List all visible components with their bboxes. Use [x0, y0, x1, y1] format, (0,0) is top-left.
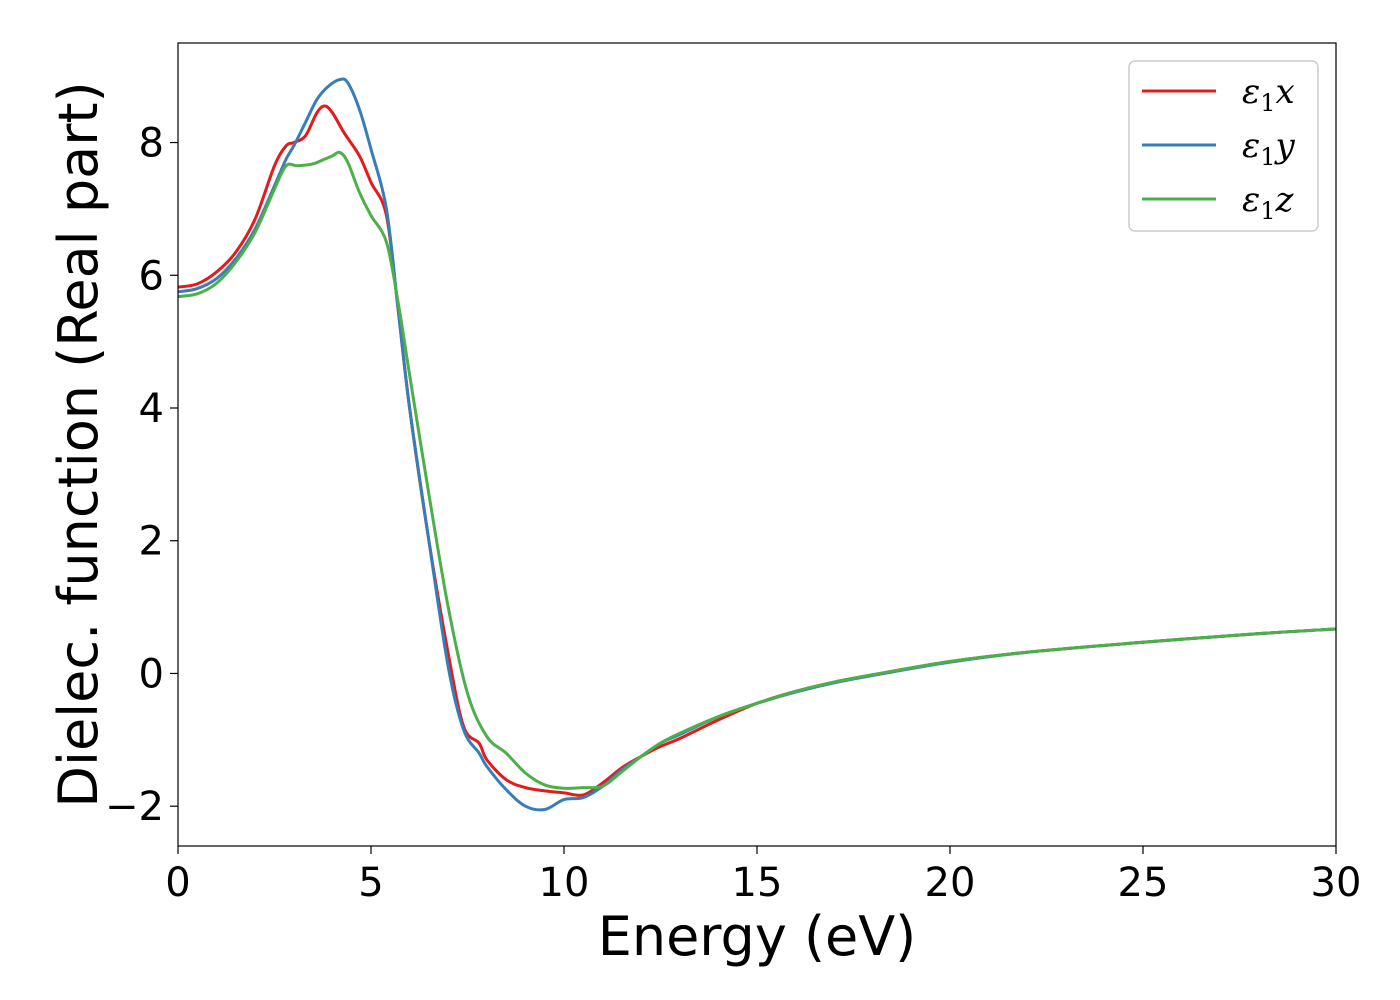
legend-symbol: ε — [1242, 72, 1260, 112]
legend-subscript: 1 — [1260, 197, 1275, 225]
x-tick-label: 25 — [1118, 860, 1169, 906]
y-tick-label: 4 — [139, 386, 164, 432]
y-tick-label: 8 — [139, 121, 164, 167]
legend-box — [1128, 60, 1319, 232]
legend-component: z — [1275, 180, 1295, 220]
series-layer — [178, 77, 1336, 812]
series-line-z — [178, 150, 1336, 790]
legend-symbol: ε — [1242, 126, 1260, 166]
x-tick-label: 5 — [358, 860, 383, 906]
x-tick-label: 30 — [1311, 860, 1362, 906]
legend-subscript: 1 — [1260, 89, 1275, 117]
x-tick-label: 10 — [539, 860, 590, 906]
legend-symbol: ε — [1242, 180, 1260, 220]
x-tick-label: 15 — [732, 860, 783, 906]
y-tick-label: 0 — [139, 651, 164, 697]
y-tick-label: 6 — [139, 253, 164, 299]
legend-entry: ε1z — [1242, 180, 1295, 225]
x-tick-label: 20 — [925, 860, 976, 906]
legend-entry: ε1x — [1242, 72, 1295, 117]
x-tick-label: 0 — [165, 860, 190, 906]
legend-entry: ε1y — [1242, 126, 1296, 171]
x-axis: 0 5 10 15 20 25 30 — [165, 846, 1361, 906]
y-axis-title: Dielec. function (Real part) — [47, 81, 110, 807]
y-tick-label: 2 — [139, 519, 164, 565]
legend-component: y — [1274, 126, 1296, 166]
x-axis-title: Energy (eV) — [598, 905, 917, 968]
y-tick-label: −2 — [105, 784, 164, 830]
legend-component: x — [1276, 72, 1295, 112]
legend-subscript: 1 — [1260, 143, 1275, 171]
y-axis: −2 0 2 4 6 8 — [105, 121, 178, 830]
